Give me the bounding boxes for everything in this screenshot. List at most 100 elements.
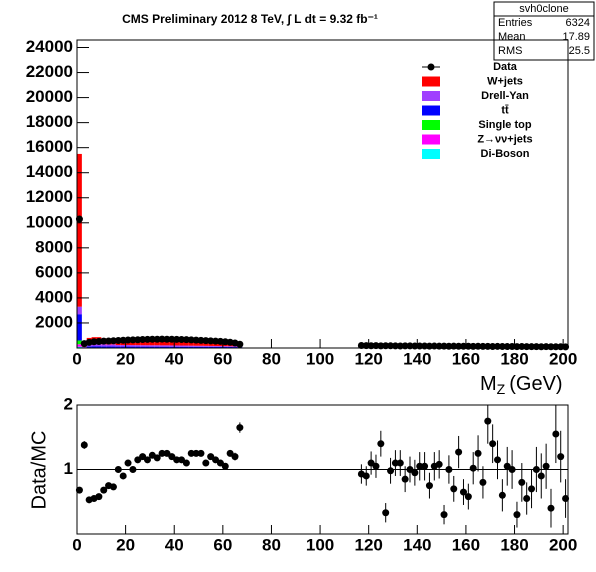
stack-bar	[203, 345, 209, 347]
ratio-point	[372, 462, 380, 470]
x-tick-label: 40	[165, 349, 184, 368]
legend-swatch	[422, 91, 440, 101]
stack-bar	[232, 346, 238, 348]
y-tick-label: 2000	[35, 312, 73, 331]
data-point	[75, 215, 83, 223]
stack-bar	[149, 346, 155, 348]
stack-bar	[77, 346, 82, 348]
x-tick-label: 80	[262, 349, 281, 368]
stack-bar	[77, 344, 82, 347]
stack-bar	[213, 346, 218, 347]
x-tick-label: 100	[306, 349, 334, 368]
ratio-point	[542, 462, 550, 470]
stack-bar	[198, 346, 204, 348]
stack-bar	[188, 342, 194, 346]
ratio-point	[562, 495, 570, 503]
legend-label: tt̄	[501, 104, 509, 116]
stack-bar	[208, 345, 214, 347]
stack-bar	[193, 346, 199, 348]
y-tick-label: 16000	[26, 137, 73, 156]
stack-bar	[96, 343, 102, 347]
ratio-point	[450, 485, 458, 493]
data-point	[153, 335, 161, 343]
stack-bar	[149, 341, 155, 346]
stats-value: 17.89	[562, 31, 590, 43]
ratio-point	[158, 449, 166, 457]
ratio-point	[173, 456, 181, 464]
stack-bar	[77, 306, 82, 315]
stack-bar	[203, 342, 209, 346]
y-tick-label: 8000	[35, 237, 73, 256]
data-point	[178, 335, 186, 343]
ratio-point	[474, 449, 482, 457]
data-point	[357, 341, 365, 349]
stack-bar	[159, 341, 165, 346]
ratio-point	[421, 462, 429, 470]
legend-swatch	[422, 105, 440, 116]
stats-label: Mean	[498, 31, 526, 43]
ratio-point	[192, 449, 200, 457]
x-tick-label: 100	[306, 535, 334, 554]
x-axis-label: MZ (GeV)	[480, 373, 563, 396]
data-point	[362, 342, 370, 350]
stack-bar	[217, 346, 223, 347]
stack-bar	[140, 340, 146, 346]
legend-swatch	[422, 120, 440, 130]
x-tick-label: 180	[500, 535, 528, 554]
ratio-point	[411, 469, 419, 477]
stack-bar	[159, 345, 165, 347]
ratio-point	[100, 486, 108, 494]
x-label-sub: Z	[497, 381, 506, 397]
x-tick-label: 60	[213, 535, 232, 554]
x-tick-label: 60	[213, 349, 232, 368]
stack-bar	[91, 346, 97, 348]
y-tick-label: 6000	[35, 262, 73, 281]
legend-label: Z→νν+jets	[477, 133, 532, 145]
stack-bar	[174, 341, 180, 346]
ratio-point	[197, 449, 205, 457]
data-point	[173, 335, 181, 343]
legend-label: Di-Boson	[481, 148, 530, 160]
stack-bar	[145, 345, 150, 347]
legend-label: Drell-Yan	[481, 90, 529, 102]
x-tick-label: 20	[116, 349, 135, 368]
ratio-point	[547, 504, 555, 512]
x-tick-label: 20	[116, 535, 135, 554]
x-tick-label: 160	[452, 535, 480, 554]
ratio-point	[557, 453, 565, 461]
stack-bar	[149, 345, 155, 347]
ratio-point	[396, 459, 404, 467]
ratio-point	[80, 441, 88, 449]
stack-bar	[154, 346, 160, 348]
data-point	[124, 336, 132, 344]
stack-bar	[174, 346, 180, 348]
y-tick-label: 12000	[26, 187, 73, 206]
stats-title: svh0clone	[519, 3, 569, 15]
stack-bar	[125, 345, 131, 347]
legend-label: Single top	[478, 119, 531, 131]
stack-bar	[120, 345, 126, 347]
data-point	[382, 342, 390, 350]
ratio-point	[153, 454, 161, 462]
stack-bar	[164, 345, 170, 347]
stack-bar	[232, 347, 238, 348]
stack-bar	[169, 346, 175, 348]
ratio-point	[187, 449, 195, 457]
ratio-point	[129, 466, 137, 473]
chart-title: CMS Preliminary 2012 8 TeV, ∫ L dt = 9.3…	[122, 12, 378, 26]
stack-bar	[198, 345, 204, 347]
stats-frame	[493, 1, 595, 61]
data-point	[100, 337, 108, 345]
data-point	[168, 335, 176, 343]
stack-bar	[179, 346, 184, 348]
stack-bar	[130, 345, 136, 347]
data-point	[367, 342, 375, 350]
x-tick-label: 40	[165, 535, 184, 554]
stack-bar	[77, 314, 82, 341]
stack-bar	[203, 346, 209, 348]
stack-bar	[213, 343, 218, 347]
stack-bar	[154, 341, 160, 346]
ratio-point	[513, 511, 521, 519]
stack-bar	[227, 346, 233, 347]
